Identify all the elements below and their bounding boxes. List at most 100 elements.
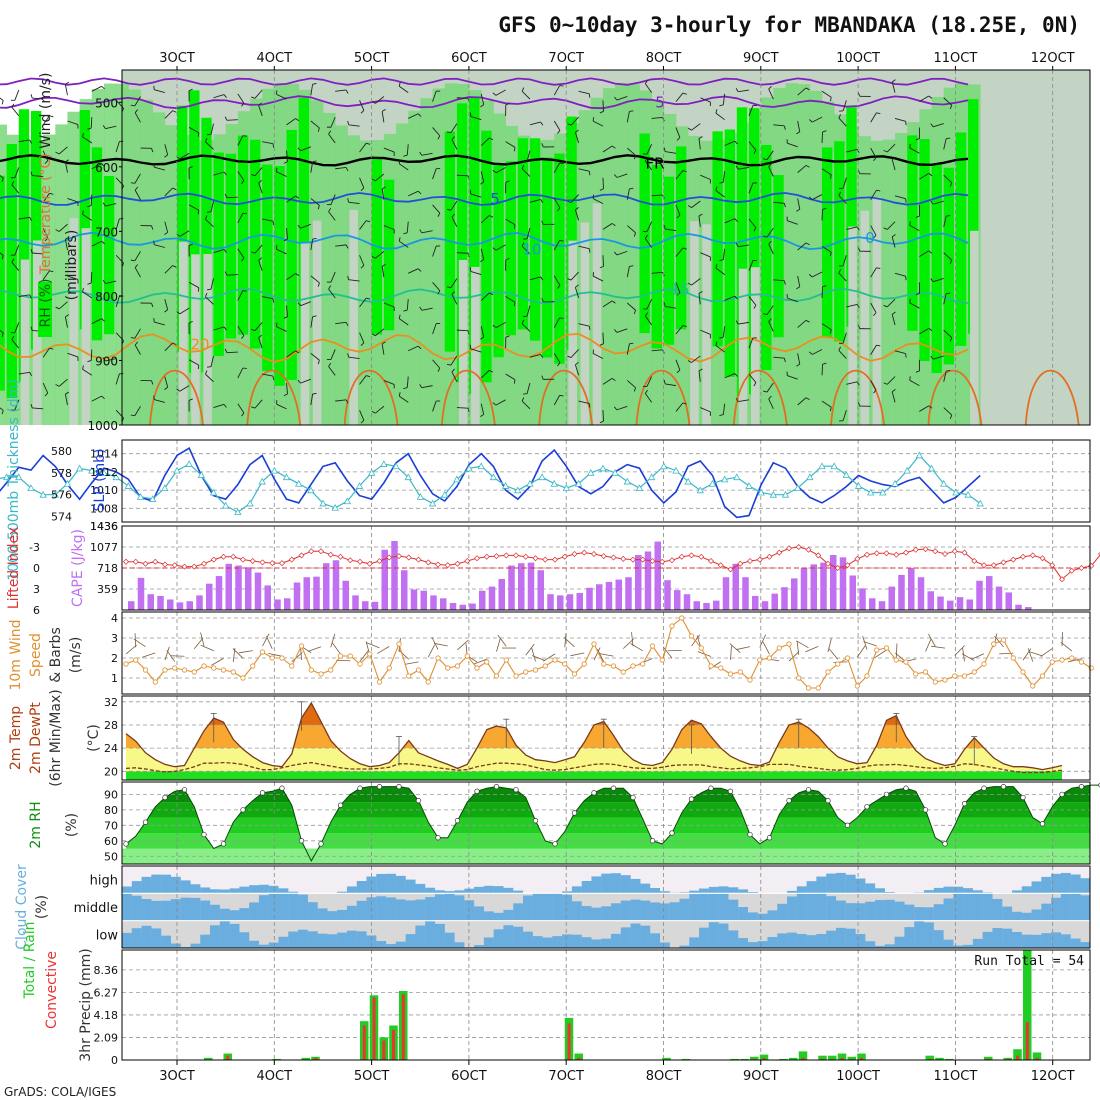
cloud-fill <box>1021 886 1032 894</box>
wind-barb-flag <box>272 221 275 226</box>
wind-barb <box>812 194 823 200</box>
wind-barb-flag <box>241 102 245 107</box>
cloud-fill <box>1080 878 1091 894</box>
lifted-index-point <box>893 551 900 558</box>
wind-barb <box>432 323 437 335</box>
wind-barb <box>943 370 947 382</box>
cloud-fill <box>972 938 983 948</box>
cape-bar <box>956 597 964 610</box>
wind-barb-flag <box>258 334 262 339</box>
wind-barb-flag <box>164 386 168 390</box>
cloud-fill <box>503 887 514 894</box>
cape-bar <box>917 577 925 610</box>
wind-barb <box>626 111 630 123</box>
wind-barb-flag <box>437 290 441 295</box>
cloud-fill <box>591 876 602 894</box>
wind10-barb <box>1040 648 1053 657</box>
wind-barb-flag <box>403 232 408 235</box>
temperature-contour <box>0 332 969 363</box>
wind10-point <box>532 667 539 673</box>
cloud-fill <box>454 890 465 894</box>
cloud-fill <box>630 899 641 921</box>
wind-barb <box>578 323 590 327</box>
wind-barb <box>592 275 604 282</box>
wind-barb-flag <box>30 249 33 254</box>
cloud-fill <box>503 925 514 948</box>
wind-barb-flag <box>360 265 365 269</box>
wind-barb-flag <box>873 312 877 316</box>
cape-bar <box>859 588 866 610</box>
cloud-fill <box>200 887 211 894</box>
wind-barb <box>154 166 165 171</box>
rh-high-band <box>505 161 516 336</box>
wind-barb-flag <box>82 132 84 138</box>
cloud-fill <box>1051 932 1061 948</box>
cloud-fill <box>239 908 250 921</box>
wind-barb <box>797 242 807 251</box>
wind-barb-flag <box>949 337 953 342</box>
wind10-point <box>357 661 363 667</box>
wind-barb-flag <box>251 406 256 409</box>
cloud-fill <box>386 944 396 948</box>
wind-barb-flag <box>928 405 933 409</box>
cape-bar <box>586 587 593 610</box>
wind-barb <box>134 96 141 107</box>
wind-barb-flag <box>734 218 738 222</box>
wind-barb-flag <box>258 179 262 184</box>
cape-bar <box>839 557 847 610</box>
thickness-point <box>209 488 218 496</box>
wind-barb <box>359 332 365 344</box>
cloud-fill <box>151 874 162 894</box>
wind-barb-flag <box>682 92 687 95</box>
wind-barb-flag <box>540 199 544 203</box>
wind-barb-flag <box>682 247 687 250</box>
rh2m-point <box>942 841 948 847</box>
cloud-fill <box>425 887 436 894</box>
wind-barb <box>134 344 141 355</box>
wind10-ylabel-1: 10m Wind <box>8 619 24 690</box>
wind-barb <box>626 225 636 234</box>
rh-dry-band <box>471 266 480 425</box>
wind-barb <box>553 240 560 251</box>
date-label-top: 4OCT <box>257 51 293 66</box>
wind-barb <box>846 303 858 308</box>
cloud-fill <box>395 941 406 948</box>
cape-bar <box>810 564 817 610</box>
wind-barb-flag <box>949 105 953 110</box>
cloud-fill <box>718 886 729 894</box>
wind-barb <box>450 200 458 211</box>
wind-barb <box>919 405 930 412</box>
cloud-fill <box>904 927 915 948</box>
wind-barb <box>738 321 750 325</box>
wind10-barb <box>863 641 877 647</box>
wind10-barb <box>542 653 556 662</box>
wind-barb-flag <box>381 186 386 190</box>
cloud-fill <box>875 945 885 948</box>
rh2m-point <box>883 791 890 798</box>
cape-bar <box>381 549 388 610</box>
wind-barb <box>675 127 681 138</box>
wind-barb <box>359 177 365 189</box>
cloud-fill <box>640 883 651 894</box>
wind-barb <box>82 368 93 376</box>
wind-barb <box>553 395 560 406</box>
wind-barb-flag <box>29 294 33 299</box>
cloud-fill <box>591 939 602 948</box>
wind-barb <box>870 267 877 278</box>
rh-dry-band <box>179 241 188 425</box>
rh-dry-band <box>702 224 711 425</box>
precip-conv-bar <box>830 1058 834 1060</box>
wind-barb-flag <box>1 332 4 337</box>
wind10-barb <box>971 653 985 660</box>
wind-barb <box>421 385 433 389</box>
cloud-fill <box>346 905 357 921</box>
rh2m-point <box>630 794 636 801</box>
wind-barb <box>675 92 684 102</box>
wind-barb-flag <box>207 366 212 368</box>
wind10-point <box>601 661 607 667</box>
date-label-top: 3OCT <box>159 51 195 66</box>
wind10-point <box>961 673 968 679</box>
wind-barb-flag <box>753 304 757 309</box>
wind-barb-flag <box>102 357 106 362</box>
wind-barb-flag <box>188 166 193 169</box>
